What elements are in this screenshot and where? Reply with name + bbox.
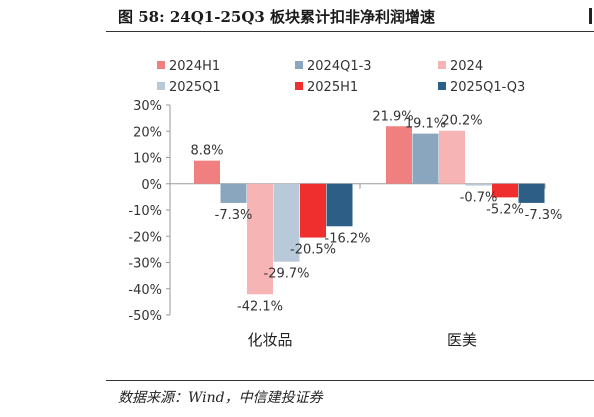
legend-label-4: 2025Q1 <box>169 80 221 95</box>
legend-swatch-4 <box>157 82 165 90</box>
axis: 30% 20% 10% 0% -10% -20% -30% -40% -50% 化妆品 医美 <box>128 99 546 349</box>
data-label: -20.5% <box>290 243 336 258</box>
bar-2024Q1-3-医美 <box>412 133 439 184</box>
y-tick-label: -10% <box>128 204 162 219</box>
data-label: -7.3% <box>215 208 253 223</box>
data-label: 8.8% <box>190 144 223 159</box>
bars <box>194 126 545 295</box>
y-tick-label: 30% <box>133 99 162 114</box>
bar-2024-医美 <box>439 130 465 184</box>
x-category-label: 医美 <box>447 331 477 349</box>
data-label: 21.9% <box>372 109 413 124</box>
bar-2025H1-医美 <box>492 183 518 198</box>
y-tick-label: -20% <box>128 230 162 245</box>
y-tick-label: 10% <box>133 152 162 167</box>
legend-label-3: 2024 <box>450 59 483 74</box>
legend: 2024H1 2024Q1-3 2024 2025Q1 2025H1 2025Q1-Q3 <box>157 59 525 95</box>
legend-swatch-2 <box>295 61 303 69</box>
y-tick-label: -40% <box>128 283 162 298</box>
data-label: 20.2% <box>441 114 482 129</box>
bar-2025Q1-Q3-医美 <box>518 183 545 203</box>
title-rule <box>106 31 594 32</box>
legend-swatch-6 <box>438 82 446 90</box>
y-tick-label: 0% <box>141 178 162 193</box>
legend-label-1: 2024H1 <box>169 59 220 74</box>
bar-2025Q1-化妆品 <box>273 183 300 262</box>
header-edge-mark <box>589 8 592 24</box>
legend-swatch-1 <box>157 61 165 69</box>
legend-swatch-3 <box>438 61 446 69</box>
figure-title: 图 58: 24Q1-25Q3 板块累计扣非净利润增速 <box>118 8 436 26</box>
data-label: 19.1% <box>405 117 446 132</box>
bar-2025Q1-Q3-化妆品 <box>326 183 353 227</box>
legend-swatch-5 <box>295 82 303 90</box>
source-note: 数据来源：Wind，中信建投证券 <box>118 390 323 406</box>
data-label: -29.7% <box>264 267 310 282</box>
bar-2024-化妆品 <box>247 183 273 295</box>
bar-2024H1-化妆品 <box>194 160 220 184</box>
x-category-label: 化妆品 <box>247 331 292 349</box>
data-label: -7.3% <box>525 208 563 223</box>
data-label: -16.2% <box>325 231 371 246</box>
bar-2025Q1-医美 <box>465 183 492 186</box>
y-tick-label: -50% <box>128 309 162 324</box>
data-label: -5.2% <box>486 202 524 217</box>
bar-2024H1-医美 <box>386 126 412 184</box>
y-tick-label: 20% <box>133 125 162 140</box>
bar-2025H1-化妆品 <box>300 183 326 238</box>
source-rule <box>106 380 594 381</box>
data-labels: 8.8% 21.9% -7.3% 19.1% -42.1% 20.2% -29.7% -0.7… <box>190 109 562 314</box>
legend-label-5: 2025H1 <box>307 80 358 95</box>
bar-2024Q1-3-化妆品 <box>220 183 247 203</box>
legend-label-6: 2025Q1-Q3 <box>450 80 525 95</box>
y-tick-label: -30% <box>128 257 162 272</box>
legend-label-2: 2024Q1-3 <box>307 59 372 74</box>
data-label: -42.1% <box>237 299 283 314</box>
data-label: -0.7% <box>460 191 498 206</box>
